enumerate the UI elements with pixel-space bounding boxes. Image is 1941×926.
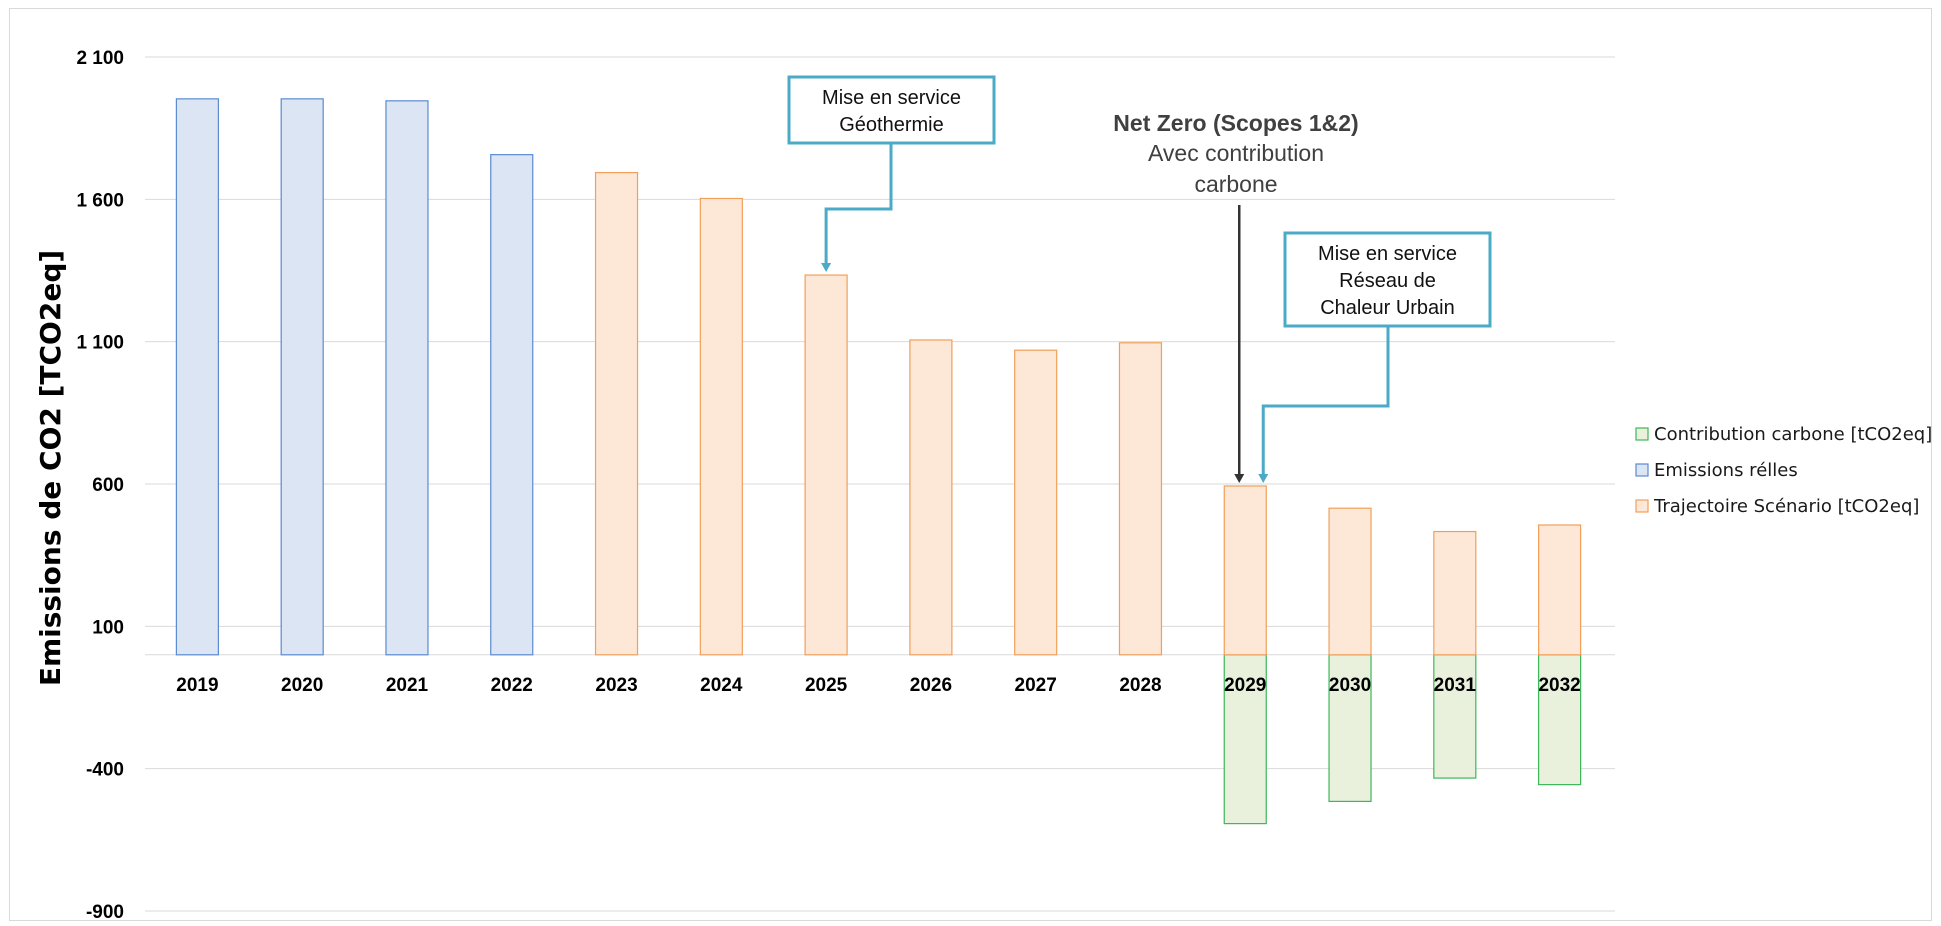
annotation-text: Avec contribution — [1148, 140, 1324, 166]
x-tick-label: 2025 — [805, 675, 848, 696]
legend-label: Trajectoire Scénario [tCO2eq] — [1653, 496, 1919, 517]
bar-trajectoire-2025 — [804, 274, 848, 656]
annotation-text: Mise en service — [1318, 243, 1457, 265]
y-tick-label: -900 — [86, 902, 124, 923]
x-tick-label: 2023 — [595, 675, 637, 696]
annotation-text: carbone — [1194, 171, 1277, 197]
bar-trajectoire-2023 — [594, 171, 639, 656]
x-tick-label: 2019 — [176, 675, 218, 696]
bar-contribution-2031 — [1433, 654, 1477, 779]
bar-trajectoire-2026 — [909, 339, 953, 656]
x-tick-label: 2027 — [1015, 675, 1057, 696]
annotation-connector — [1261, 326, 1390, 475]
annotation-arrowhead — [821, 263, 832, 273]
annotation-title: Net Zero (Scopes 1&2) — [1113, 110, 1358, 136]
bar-emissions-2019 — [175, 98, 219, 656]
x-tick-label: 2020 — [281, 675, 323, 696]
y-tick-label: 1 600 — [76, 190, 124, 211]
annotation-text: Géothermie — [839, 114, 944, 136]
x-tick-label: 2029 — [1224, 675, 1266, 696]
x-tick-label: 2026 — [910, 675, 952, 696]
bar-trajectoire-2029 — [1223, 485, 1267, 656]
annotation-text: Mise en service — [822, 87, 961, 109]
annotation-arrowhead — [1234, 473, 1245, 483]
legend-label: Emissions rélles — [1654, 460, 1798, 481]
annotation-connector — [824, 143, 893, 265]
x-tick-label: 2032 — [1538, 675, 1580, 696]
bar-trajectoire-2027 — [1014, 349, 1058, 656]
x-tick-label: 2028 — [1119, 675, 1161, 696]
x-tick-label: 2024 — [700, 675, 743, 696]
y-tick-label: 1 100 — [76, 333, 124, 354]
x-tick-label: 2022 — [491, 675, 533, 696]
legend-label: Contribution carbone [tCO2eq] — [1654, 424, 1932, 445]
y-axis-ticks: -900 -400 100 600 1 100 1 600 2 100 — [76, 48, 124, 923]
annotation-text: Réseau de — [1339, 270, 1436, 292]
bar-trajectoire-2030 — [1328, 507, 1372, 656]
x-tick-label: 2031 — [1434, 675, 1477, 696]
x-tick-label: 2030 — [1329, 675, 1371, 696]
bar-emissions-2020 — [280, 98, 324, 656]
annotation-reseau-chaleur: Mise en service Réseau de Chaleur Urbain — [1258, 231, 1492, 483]
y-tick-label: 2 100 — [76, 48, 124, 69]
annotation-net-zero: Net Zero (Scopes 1&2) Avec contribution ca… — [1113, 110, 1359, 483]
gridlines — [145, 56, 1615, 912]
legend-swatch — [1635, 499, 1649, 513]
bar-trajectoire-2024 — [699, 197, 743, 656]
annotation-text: Chaleur Urbain — [1320, 297, 1455, 319]
bars — [175, 98, 1582, 825]
x-tick-label: 2021 — [386, 675, 429, 696]
annotation-box — [1283, 231, 1492, 328]
bar-emissions-2022 — [490, 154, 534, 656]
legend-swatch — [1635, 427, 1649, 441]
bar-emissions-2021 — [385, 100, 429, 656]
bar-trajectoire-2028 — [1118, 342, 1163, 656]
annotation-geothermie: Mise en service Géothermie — [787, 75, 996, 273]
bar-trajectoire-2032 — [1538, 524, 1582, 656]
annotation-box — [787, 75, 996, 145]
legend-swatch — [1635, 463, 1649, 477]
legend: Contribution carbone [tCO2eq] Emissions r… — [1635, 424, 1932, 517]
y-tick-label: 600 — [92, 475, 124, 496]
bar-contribution-2029 — [1223, 654, 1267, 825]
y-axis-label: Emissions de CO2 [TCO2eq] — [34, 250, 67, 686]
bar-trajectoire-2031 — [1433, 530, 1477, 656]
x-axis-ticks: 2019 2020 2021 2022 2023 2024 2025 2026 2027 2028… — [176, 675, 1580, 696]
chart-frame — [9, 8, 1932, 921]
y-tick-label: -400 — [86, 760, 124, 781]
annotation-arrowhead — [1258, 473, 1269, 483]
y-tick-label: 100 — [92, 617, 124, 638]
